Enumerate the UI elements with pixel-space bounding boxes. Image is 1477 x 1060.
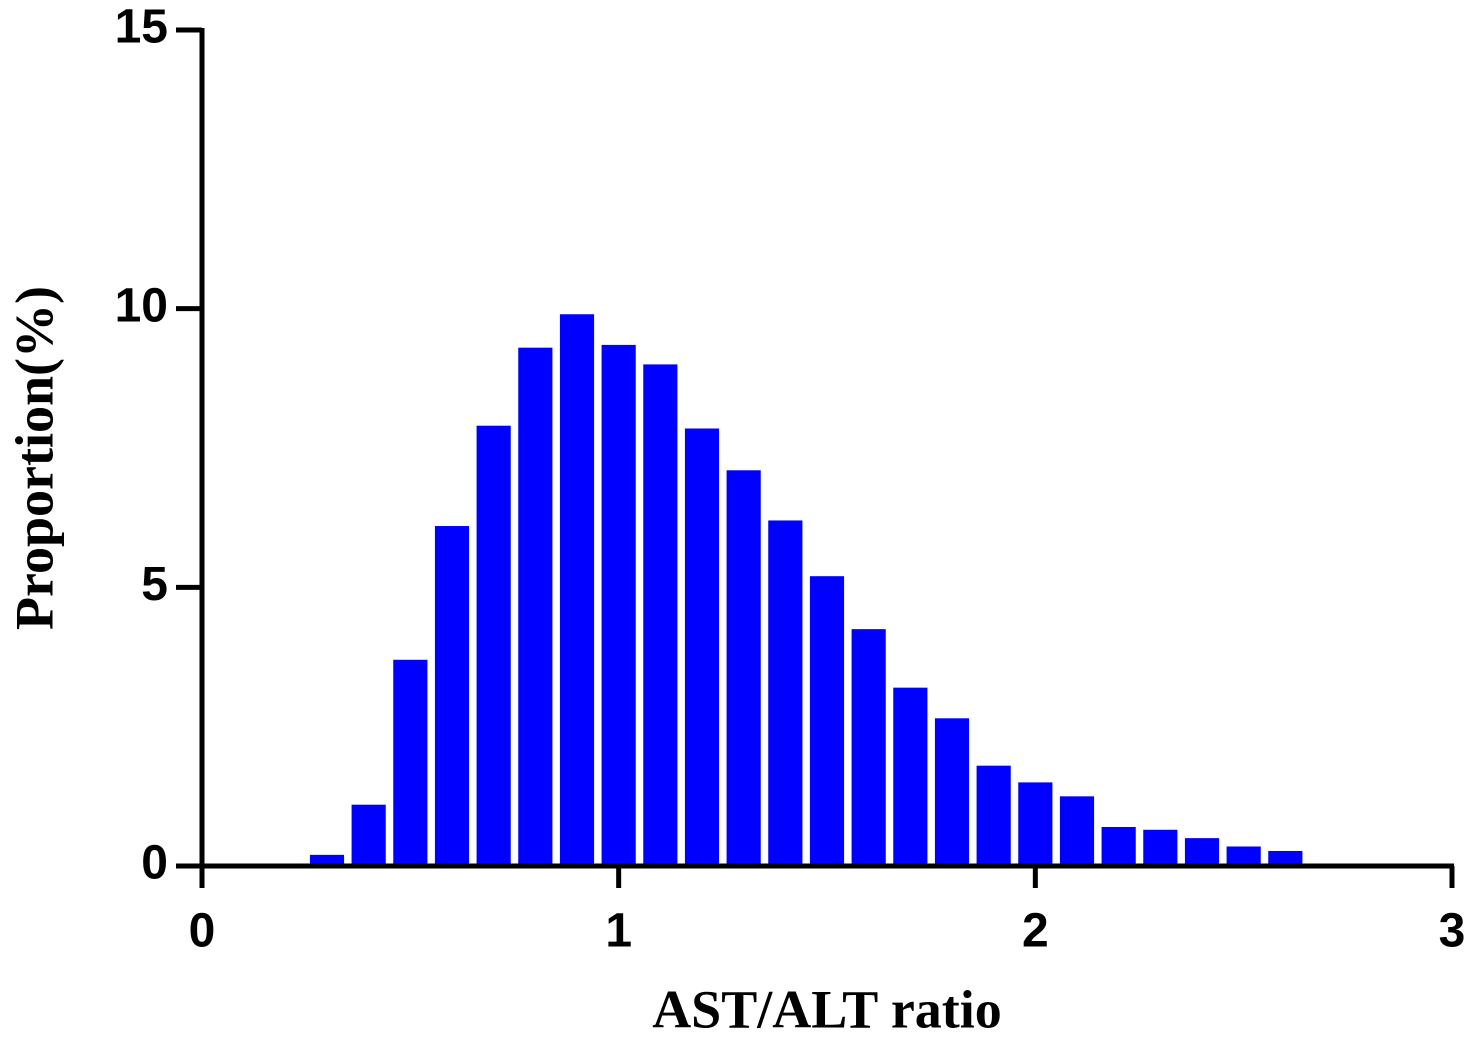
x-tick-label: 3 <box>1439 905 1466 958</box>
bar <box>1226 846 1261 866</box>
bar <box>351 804 386 866</box>
y-tick-label: 5 <box>141 558 168 611</box>
y-tick-label: 10 <box>115 279 168 332</box>
y-tick-label: 0 <box>141 837 168 890</box>
y-axis-label: Proportion(%) <box>4 286 64 630</box>
bar <box>559 314 595 866</box>
x-axis-label: AST/ALT ratio <box>652 979 1002 1039</box>
bar <box>768 520 803 866</box>
bar <box>309 854 345 866</box>
y-tick-label: 15 <box>115 1 168 54</box>
bar <box>518 347 553 866</box>
bar <box>1018 782 1053 866</box>
bar <box>1059 796 1095 866</box>
bar <box>893 687 928 866</box>
bar <box>393 659 428 866</box>
bar <box>976 765 1011 866</box>
x-tick-label: 0 <box>189 905 216 958</box>
bar <box>643 364 678 866</box>
bar <box>601 344 636 867</box>
bar <box>1184 838 1220 866</box>
bar <box>1143 829 1178 866</box>
bar <box>934 718 970 866</box>
bar <box>726 470 761 866</box>
bar <box>1101 826 1136 866</box>
bar <box>851 629 886 866</box>
bar <box>1268 850 1303 866</box>
bar <box>684 428 720 866</box>
bar <box>434 526 470 866</box>
bar <box>809 576 845 866</box>
x-tick-label: 1 <box>605 905 632 958</box>
x-tick-label: 2 <box>1022 905 1049 958</box>
bar <box>476 425 511 866</box>
